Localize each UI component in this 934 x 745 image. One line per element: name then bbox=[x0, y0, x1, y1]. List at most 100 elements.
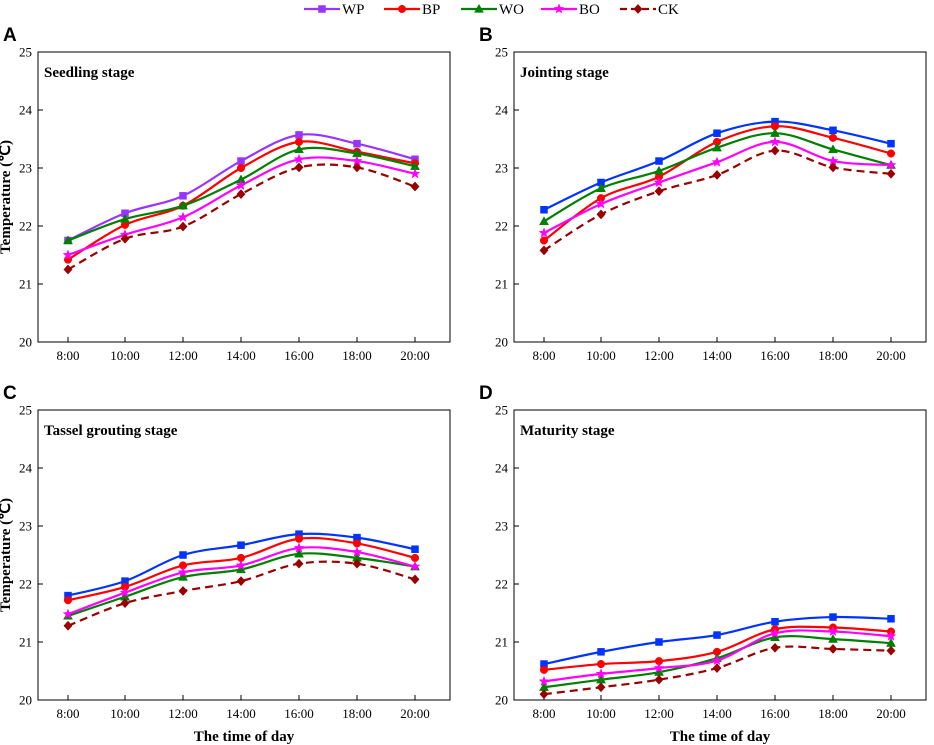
data-point bbox=[295, 131, 303, 139]
data-point bbox=[769, 627, 781, 638]
data-point bbox=[538, 227, 550, 238]
data-point bbox=[595, 198, 607, 209]
data-point bbox=[828, 162, 838, 173]
data-point bbox=[62, 249, 74, 260]
panel-letter: C bbox=[3, 383, 17, 404]
data-point bbox=[409, 560, 421, 572]
data-point bbox=[293, 542, 305, 553]
data-point bbox=[829, 126, 837, 135]
data-point bbox=[177, 566, 189, 578]
x-tick-label: 20:00 bbox=[400, 706, 430, 721]
data-point bbox=[655, 157, 663, 165]
data-point bbox=[179, 551, 187, 559]
x-tick-label: 8:00 bbox=[532, 706, 555, 721]
data-point bbox=[712, 663, 722, 674]
y-tick-label: 20 bbox=[19, 335, 32, 350]
data-point bbox=[294, 558, 304, 569]
data-point bbox=[886, 645, 896, 656]
data-point bbox=[63, 596, 73, 605]
data-point bbox=[886, 168, 896, 179]
y-tick-label: 22 bbox=[495, 219, 508, 234]
x-tick-label: 10:00 bbox=[586, 348, 616, 363]
data-point bbox=[235, 179, 247, 191]
legend-marker-circle bbox=[397, 4, 407, 14]
data-point bbox=[410, 574, 420, 585]
data-point bbox=[828, 633, 838, 643]
data-point bbox=[178, 571, 188, 581]
data-point bbox=[828, 643, 838, 654]
data-point bbox=[827, 625, 839, 637]
x-tick-label: 20:00 bbox=[876, 706, 906, 721]
x-tick-label: 12:00 bbox=[168, 348, 198, 363]
panel-letter: B bbox=[479, 25, 493, 46]
data-point bbox=[887, 139, 895, 148]
y-tick-label: 24 bbox=[19, 103, 33, 118]
chart-title: Maturity stage bbox=[520, 423, 615, 439]
data-point bbox=[654, 674, 664, 685]
data-point bbox=[409, 168, 421, 179]
data-point bbox=[885, 630, 897, 641]
x-tick-label: 8:00 bbox=[56, 706, 79, 721]
data-point bbox=[885, 159, 897, 170]
data-point bbox=[596, 209, 606, 220]
data-point bbox=[352, 539, 362, 548]
data-point bbox=[769, 136, 781, 147]
y-tick-label: 25 bbox=[495, 403, 508, 418]
x-tick-label: 20:00 bbox=[876, 348, 906, 363]
legend-item-wo: WO bbox=[461, 2, 524, 18]
data-point bbox=[178, 200, 188, 210]
legend-marker-triangle bbox=[474, 3, 484, 13]
series-bo bbox=[62, 542, 421, 619]
y-tick-label: 22 bbox=[19, 219, 32, 234]
series-bp bbox=[63, 137, 420, 264]
data-point bbox=[62, 608, 74, 619]
y-tick-label: 25 bbox=[19, 45, 32, 60]
x-tick-label: 16:00 bbox=[284, 348, 314, 363]
y-tick-label: 20 bbox=[495, 335, 508, 350]
x-tick-label: 8:00 bbox=[532, 348, 555, 363]
data-point bbox=[294, 162, 304, 173]
data-point bbox=[540, 206, 548, 214]
legend-item-wp: WP bbox=[304, 2, 365, 18]
y-tick-label: 24 bbox=[19, 461, 33, 476]
y-tick-label: 21 bbox=[19, 277, 32, 292]
series-wp bbox=[540, 117, 895, 214]
data-point bbox=[236, 189, 246, 200]
legend-marker-star bbox=[553, 3, 565, 14]
series-wp bbox=[540, 613, 895, 668]
y-tick-label: 23 bbox=[19, 519, 32, 534]
series-ck bbox=[539, 642, 896, 700]
x-tick-label: 10:00 bbox=[586, 706, 616, 721]
data-point bbox=[595, 668, 607, 679]
x-tick-label: 18:00 bbox=[818, 706, 848, 721]
y-tick-label: 21 bbox=[19, 635, 32, 650]
y-axis-label: Temperature (℃) bbox=[0, 498, 14, 612]
y-tick-label: 24 bbox=[495, 103, 509, 118]
chart-panel-b: B Jointing stage 20 21 22 23 24 25 8:00 10:00 12:0… bbox=[479, 25, 927, 363]
data-point bbox=[410, 553, 420, 562]
data-point bbox=[178, 221, 188, 232]
legend-label: WP bbox=[342, 2, 365, 18]
series-line bbox=[543, 140, 892, 234]
y-tick-label: 23 bbox=[495, 519, 508, 534]
x-tick-label: 18:00 bbox=[342, 706, 372, 721]
y-tick-label: 24 bbox=[495, 461, 509, 476]
x-tick-label: 12:00 bbox=[168, 706, 198, 721]
data-point bbox=[411, 545, 419, 553]
data-point bbox=[886, 149, 896, 158]
data-point bbox=[596, 682, 606, 693]
x-axis-label: The time of day bbox=[194, 729, 295, 745]
data-point bbox=[352, 162, 362, 173]
x-tick-label: 12:00 bbox=[644, 706, 674, 721]
x-tick-label: 18:00 bbox=[342, 348, 372, 363]
series-bo bbox=[538, 625, 897, 687]
plot-frame bbox=[37, 409, 451, 701]
x-tick-label: 14:00 bbox=[702, 348, 732, 363]
legend-label: WO bbox=[499, 2, 524, 18]
x-tick-label: 16:00 bbox=[760, 706, 790, 721]
data-point bbox=[713, 129, 721, 137]
data-point bbox=[237, 541, 245, 549]
legend-item-bp: BP bbox=[384, 2, 440, 18]
x-tick-label: 16:00 bbox=[284, 706, 314, 721]
data-point bbox=[294, 548, 304, 558]
